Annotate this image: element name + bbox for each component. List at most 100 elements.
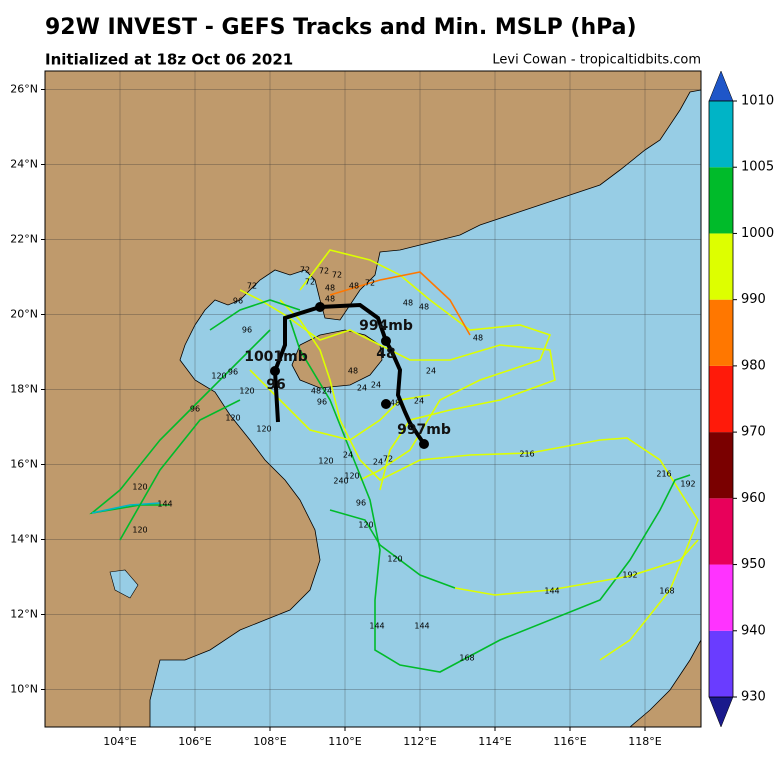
- lake: [109, 569, 139, 599]
- credit: Levi Cowan - tropicaltidbits.com: [492, 53, 701, 68]
- hour-label: 72: [247, 282, 257, 291]
- y-tick-label: 24°N: [10, 158, 38, 171]
- hour-label: 120: [225, 414, 240, 423]
- track: [279, 299, 699, 661]
- pressure-annotation: 1001mb: [244, 349, 308, 365]
- colorbar-tick-label: 930: [741, 690, 766, 705]
- hour-annotation: 48: [376, 346, 395, 362]
- y-tick-label: 22°N: [10, 233, 38, 246]
- hour-label: 144: [544, 587, 559, 596]
- hour-label: 120: [387, 555, 402, 564]
- hour-label: 96: [317, 398, 327, 407]
- hour-label: 216: [519, 450, 534, 459]
- hour-label: 48: [390, 399, 400, 408]
- colorbar-extend: [708, 70, 734, 102]
- axes: 104°E 106°E 108°E 110°E 112°E 114°E 116°E 118°E…: [10, 83, 662, 749]
- hour-label: 24: [357, 384, 367, 393]
- map-frame: [44, 70, 702, 728]
- x-tick-label: 106°E: [178, 735, 211, 748]
- hour-label: 144: [369, 622, 384, 631]
- hour-label: 72: [319, 267, 329, 276]
- hour-label: 72: [383, 455, 393, 464]
- hour-label: 120: [132, 483, 147, 492]
- hour-label: 72: [305, 278, 315, 287]
- track: [299, 249, 552, 481]
- hour-label: 72: [365, 279, 375, 288]
- hour-label: 72: [332, 271, 342, 280]
- colorbar-tick-label: 960: [741, 491, 766, 506]
- colorbar-segment: [709, 101, 733, 168]
- hour-label: 72: [300, 266, 310, 275]
- hour-label: 24: [426, 367, 436, 376]
- track: [91, 502, 161, 514]
- colorbar-tick-label: 1000: [741, 226, 774, 241]
- colorbar-extend: [708, 696, 734, 728]
- hour-label: 168: [459, 654, 474, 663]
- colorbar-segment: [709, 233, 733, 300]
- colorbar-tick-label: 1005: [741, 160, 774, 175]
- hour-label: 96: [356, 499, 366, 508]
- pressure-annotation: 997mb: [397, 422, 451, 438]
- hour-label: 216: [656, 470, 671, 479]
- track-point: [381, 399, 391, 409]
- colorbar-tick-label: 950: [741, 557, 766, 572]
- colorbar-segment: [709, 498, 733, 565]
- colorbar-segment: [709, 564, 733, 631]
- y-tick-label: 14°N: [10, 533, 38, 546]
- track: [289, 319, 691, 673]
- hour-label: 48: [349, 282, 359, 291]
- hour-label: 24: [371, 381, 381, 390]
- ensemble-mean-track: [272, 302, 426, 446]
- colorbar-segment: [709, 167, 733, 234]
- colorbar-tick-label: 970: [741, 425, 766, 440]
- annotations: 1001mb 96 994mb 48 997mb: [244, 318, 451, 438]
- hour-label: 120: [256, 425, 271, 434]
- colorbar-tick-label: 1010: [741, 94, 774, 109]
- y-tick-label: 10°N: [10, 683, 38, 696]
- pressure-annotation: 994mb: [359, 318, 413, 334]
- track: [239, 289, 556, 491]
- track-point: [270, 366, 280, 376]
- hour-label: 120: [358, 521, 373, 530]
- colorbar-tick-label: 940: [741, 623, 766, 638]
- track-point: [315, 302, 325, 312]
- philippines: [629, 639, 701, 727]
- x-tick-label: 114°E: [478, 735, 511, 748]
- y-tick-label: 26°N: [10, 83, 38, 96]
- hour-label: 192: [622, 571, 637, 580]
- mainland: [45, 71, 701, 727]
- hour-label: 96: [190, 405, 200, 414]
- hour-label: 96: [242, 326, 252, 335]
- x-tick-label: 108°E: [253, 735, 286, 748]
- map: 72 72 72 72 48 48 72 96 96 72 48 48 48 1…: [45, 71, 701, 727]
- track: [454, 539, 699, 596]
- track-point: [381, 336, 391, 346]
- x-tick-label: 110°E: [328, 735, 361, 748]
- x-tick-label: 116°E: [553, 735, 586, 748]
- hour-label: 24: [373, 458, 383, 467]
- hour-annotation: 96: [266, 377, 285, 393]
- hour-label: 48: [473, 334, 483, 343]
- track: [209, 299, 301, 331]
- hour-label: 120: [211, 372, 226, 381]
- mean-track-points: [270, 302, 429, 449]
- ensemble-tracks: [89, 249, 699, 673]
- hour-label: 240: [333, 477, 348, 486]
- hour-label: 192: [680, 480, 695, 489]
- hour-label: 96: [228, 368, 238, 377]
- hour-label: 48: [311, 387, 321, 396]
- track: [329, 271, 471, 336]
- hour-label: 168: [659, 587, 674, 596]
- hour-label: 48: [403, 299, 413, 308]
- colorbar-tick-label: 990: [741, 292, 766, 307]
- y-tick-label: 20°N: [10, 308, 38, 321]
- track: [89, 329, 271, 515]
- colorbar-segment: [709, 432, 733, 499]
- track: [329, 509, 456, 589]
- colorbar: 930 940 950 960 970 980 990 1000 1005 1010: [708, 70, 774, 728]
- hour-label: 120: [318, 457, 333, 466]
- colorbar-segment: [709, 630, 733, 697]
- track-point: [419, 439, 429, 449]
- y-tick-label: 18°N: [10, 383, 38, 396]
